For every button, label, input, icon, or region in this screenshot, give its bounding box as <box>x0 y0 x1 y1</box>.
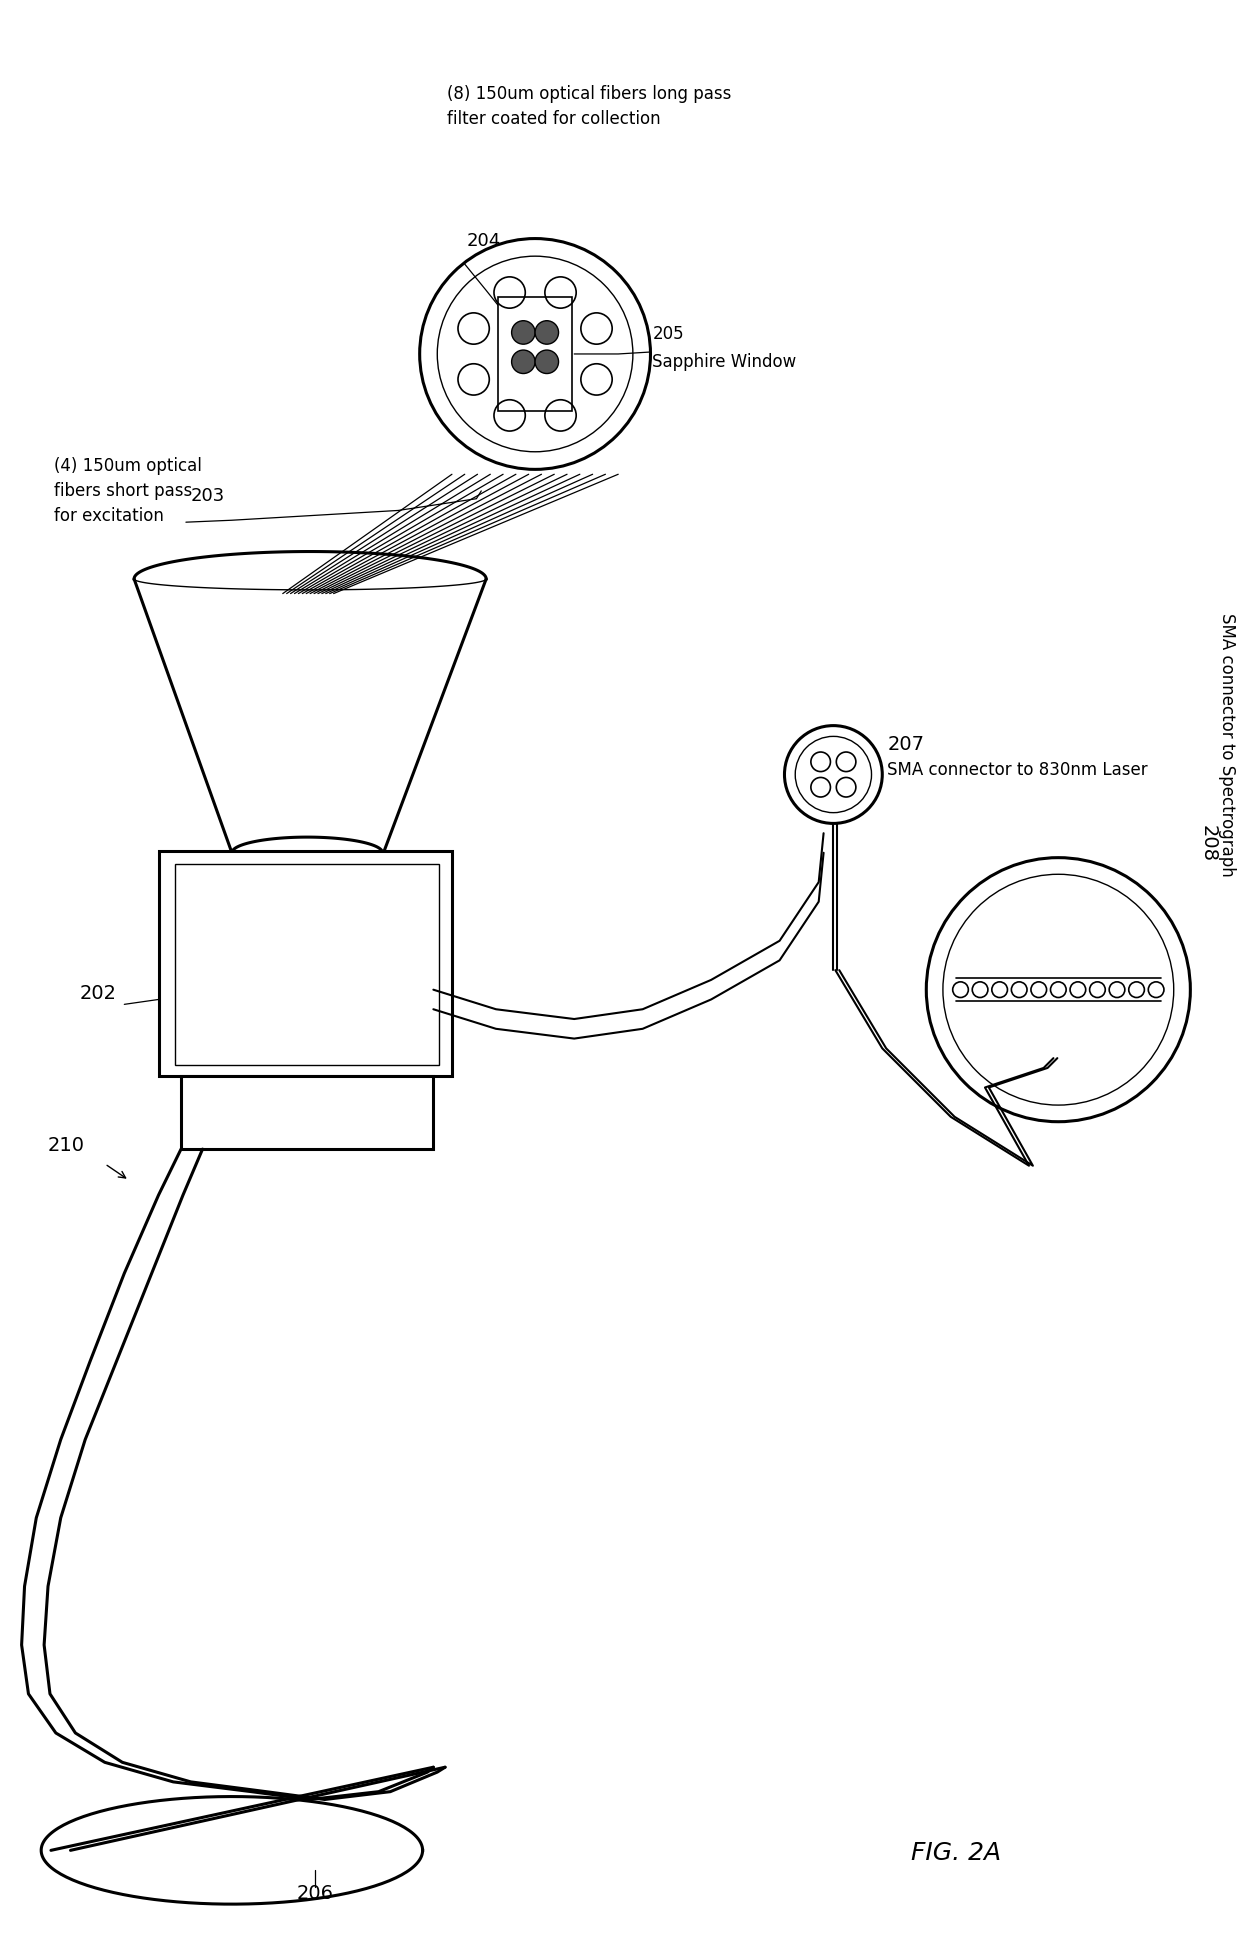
Text: 202: 202 <box>79 985 117 1003</box>
Text: 210: 210 <box>47 1135 84 1155</box>
Text: SMA connector to Spectrograph: SMA connector to Spectrograph <box>1218 613 1236 876</box>
Bar <box>175 864 439 1065</box>
Circle shape <box>536 349 558 373</box>
Circle shape <box>512 320 536 343</box>
Bar <box>498 297 572 412</box>
Text: SMA connector to 830nm Laser: SMA connector to 830nm Laser <box>887 761 1148 778</box>
Text: FIG. 2A: FIG. 2A <box>910 1842 1001 1865</box>
Text: Sapphire Window: Sapphire Window <box>652 353 796 371</box>
Text: 203: 203 <box>191 486 226 505</box>
Text: (4) 150um optical
fibers short pass
for excitation: (4) 150um optical fibers short pass for … <box>53 457 202 525</box>
Text: 207: 207 <box>887 736 924 755</box>
Text: (8) 150um optical fibers long pass
filter coated for collection: (8) 150um optical fibers long pass filte… <box>448 86 732 129</box>
Text: 208: 208 <box>1198 825 1218 862</box>
Circle shape <box>512 349 536 373</box>
Circle shape <box>536 320 558 343</box>
Text: 206: 206 <box>296 1885 334 1904</box>
Bar <box>159 851 451 1075</box>
Bar <box>181 1075 433 1149</box>
Text: 205: 205 <box>652 326 684 343</box>
Text: 204: 204 <box>466 232 501 250</box>
